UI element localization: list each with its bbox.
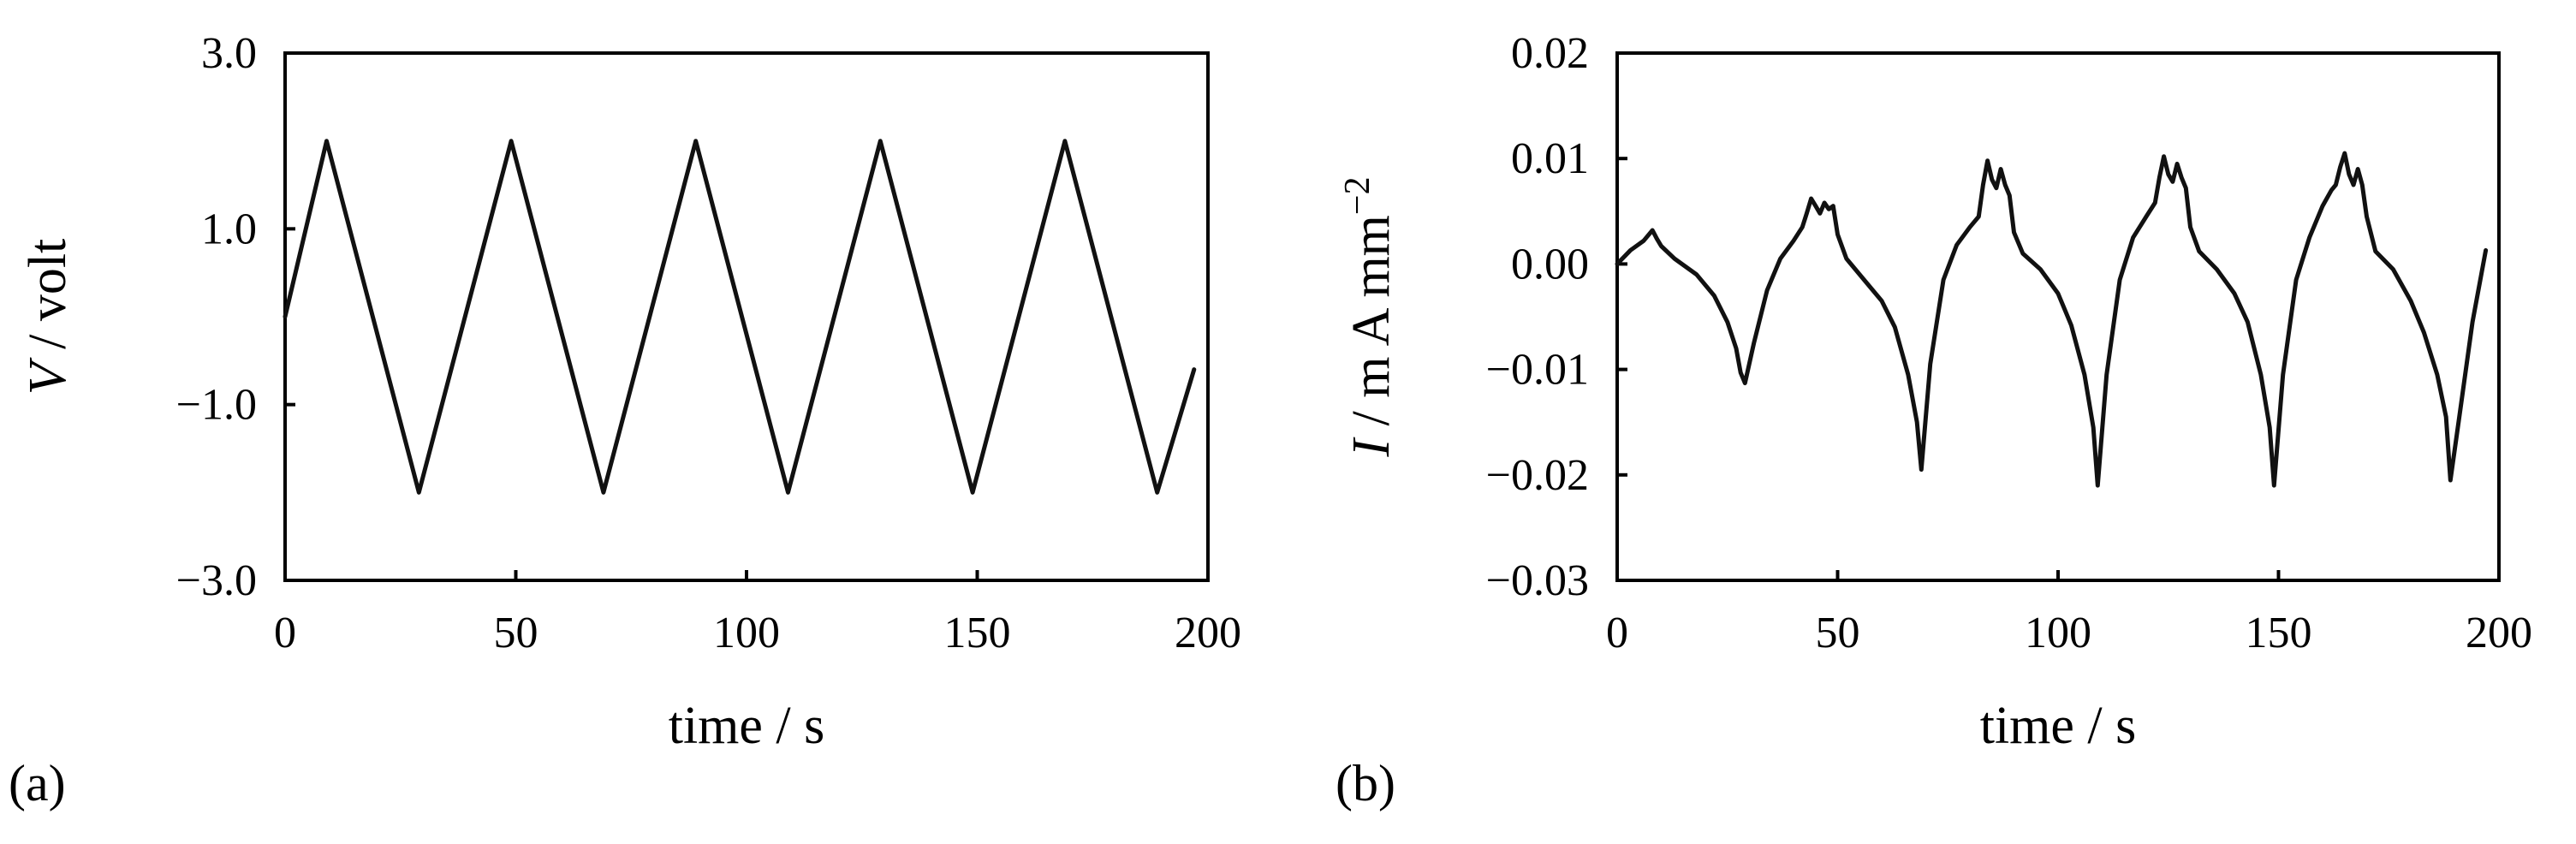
y-tick-label-a: 3.0: [201, 29, 257, 78]
y-ticks-b: 0.02 0.01 0.00 −0.01 −0.02 −0.03: [1486, 29, 1627, 605]
y-axis-label-b: I / m A mm−2: [1338, 176, 1401, 457]
x-ticks-a: 0 50 100 150 200: [274, 570, 1241, 657]
y-tick-label-a: 1.0: [201, 205, 257, 253]
x-ticks-b: 0 50 100 150 200: [1606, 570, 2532, 657]
voltage-line: [283, 139, 1197, 495]
x-tick-label-a: 100: [713, 609, 780, 657]
x-tick-label-b: 200: [2466, 609, 2532, 657]
x-axis-label-b: time / s: [1980, 697, 2137, 755]
y-tick-label-b: 0.01: [1511, 134, 1589, 183]
x-tick-label-b: 0: [1606, 609, 1628, 657]
y-tick-label-b: 0.02: [1511, 29, 1589, 78]
y-axis-exponent-b: −2: [1338, 176, 1377, 215]
y-tick-label-b: −0.01: [1486, 346, 1589, 395]
y-tick-label-b: −0.03: [1486, 556, 1589, 605]
y-axis-label-a: V / volt: [19, 239, 77, 395]
x-tick-label-b: 50: [1816, 609, 1860, 657]
current-line: [1615, 151, 2489, 488]
y-tick-label-b: 0.00: [1511, 240, 1589, 288]
x-tick-label-b: 150: [2246, 609, 2312, 657]
panel-label-a: (a): [9, 755, 66, 811]
y-tick-label-b: −0.02: [1486, 451, 1589, 500]
panel-b: 0.02 0.01 0.00 −0.01 −0.02 −0.03 0 50 100 150 200…: [1336, 29, 2532, 811]
y-tick-label-a: −3.0: [176, 556, 257, 605]
panel-a: 3.0 1.0 −1.0 −3.0 0 50 100 150 200 time / s V /…: [9, 29, 1241, 811]
y-axis-var-b: I: [1342, 437, 1401, 458]
x-tick-label-a: 0: [274, 609, 296, 657]
plot-frame-a: [283, 51, 1210, 582]
x-tick-label-a: 200: [1175, 609, 1241, 657]
y-axis-var-a: V: [19, 357, 77, 395]
x-axis-label-a: time / s: [669, 697, 825, 755]
plot-frame-b: [1615, 51, 2501, 582]
y-axis-unit-b: / m A mm: [1342, 215, 1401, 439]
y-axis-unit-a: / volt: [19, 239, 77, 363]
x-tick-label-a: 150: [944, 609, 1011, 657]
y-ticks-a: 3.0 1.0 −1.0 −3.0: [176, 29, 295, 605]
x-tick-label-a: 50: [494, 609, 538, 657]
y-tick-label-a: −1.0: [176, 381, 257, 430]
x-tick-label-b: 100: [2025, 609, 2091, 657]
panel-label-b: (b): [1336, 755, 1395, 811]
